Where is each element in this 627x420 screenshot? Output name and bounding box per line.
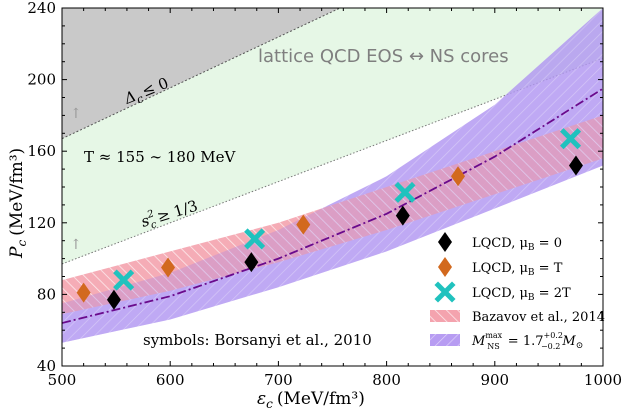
series-1-point — [161, 257, 176, 278]
series-1-point — [296, 214, 311, 235]
y-tick-label: 120 — [27, 214, 56, 232]
series-0-point — [395, 205, 410, 226]
series-1-point — [451, 166, 466, 187]
y-tick-label: 200 — [27, 71, 56, 89]
ns-mass-center-line — [62, 87, 603, 324]
series-2-point — [244, 228, 266, 250]
series-0-point — [106, 289, 121, 310]
x-tick-label: 500 — [48, 371, 77, 389]
legend-label-mu0: LQCD, μB = 0 — [472, 236, 562, 253]
series-2-point — [113, 269, 135, 291]
series-0-point — [244, 252, 259, 273]
legend-marker-1 — [438, 257, 452, 277]
legend-swatch-nsmax — [430, 334, 460, 346]
causality-boundary-line — [62, 8, 341, 140]
legend-label-bazavov: Bazavov et al., 2014 — [472, 310, 605, 325]
x-axis-title: εc (MeV/fm³) — [257, 389, 365, 411]
arrow-lower: ↑ — [70, 237, 82, 253]
data-markers — [76, 128, 583, 310]
sound-speed-sup: 2 — [145, 209, 155, 222]
series-1-point — [76, 282, 91, 303]
legend-label-nsmax: Mmax NS = 1.7+0.2 −0.2 M⊙ — [471, 331, 583, 351]
y-axis-title: Pc(MeV/fm³) — [7, 148, 29, 259]
legend-marker-0 — [438, 232, 452, 252]
series-0-point — [568, 155, 583, 176]
temperature-region — [62, 8, 603, 264]
arrow-upper: ↑ — [70, 106, 82, 122]
y-tick-label: 80 — [37, 285, 56, 303]
series-2-point — [394, 181, 416, 203]
legend-label-mu2: LQCD, μB = 2T — [472, 286, 571, 303]
x-tick-label: 1000 — [584, 371, 622, 389]
y-tick-label: 40 — [37, 357, 56, 375]
x-tick-label: 600 — [156, 371, 185, 389]
y-tick-label: 160 — [27, 142, 56, 160]
bazavov-band — [62, 115, 603, 315]
x-tick-label: 700 — [264, 371, 293, 389]
temperature-label: T ≈ 155 ∼ 180 MeV — [84, 148, 236, 166]
legend-label-mu1: LQCD, μB = T — [472, 261, 563, 278]
x-tick-label: 800 — [372, 371, 401, 389]
delta-subscript: c — [135, 92, 146, 106]
y-axis-title-group: Pc(MeV/fm³) — [7, 148, 29, 259]
main-annotation: lattice QCD EOS ↔ NS cores — [258, 46, 509, 67]
x-tick-label: 900 — [480, 371, 509, 389]
sound-speed-sub: c — [150, 219, 159, 231]
source-annotation: symbols: Borsanyi et al., 2010 — [143, 331, 372, 349]
series-2-point — [560, 128, 582, 150]
y-tick-label: 240 — [27, 0, 56, 17]
legend-marker-2 — [434, 281, 456, 303]
legend-swatch-bazavov — [430, 310, 460, 322]
legend: LQCD, μB = 0 LQCD, μB = T LQCD, μB = 2T … — [430, 232, 605, 351]
axis-ticks: 500 600 700 800 900 1000 40 80 120 160 200 240 — [27, 0, 622, 389]
